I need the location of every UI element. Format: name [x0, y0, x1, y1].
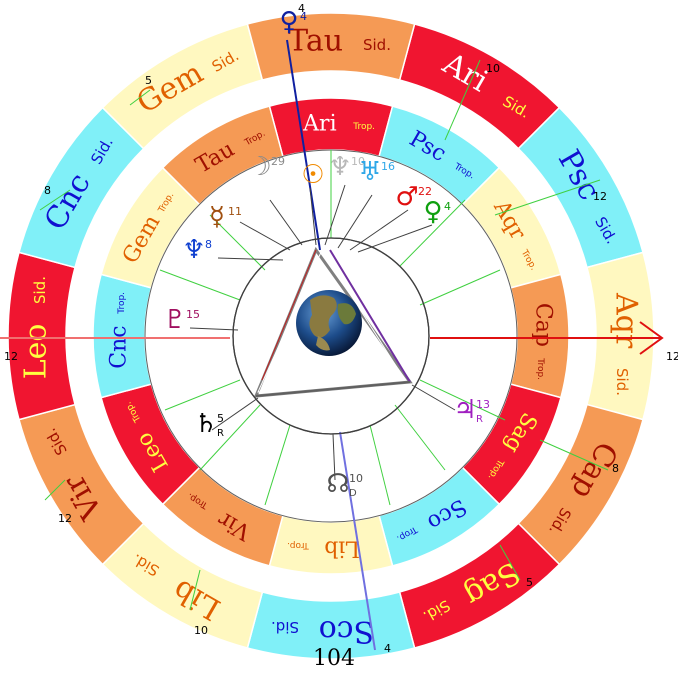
page-number-superscript: 4	[384, 642, 391, 655]
sun-icon: ☉	[301, 160, 324, 190]
saturn-motion: R	[217, 428, 224, 439]
inner-ring-label-cnc: Cnc	[106, 325, 131, 368]
mercury-icon: ☿	[209, 202, 225, 232]
moon-icon: ☽	[248, 152, 271, 182]
top-marker-icon: ♀	[279, 7, 298, 37]
venus-degree: 4	[444, 200, 451, 213]
saturn-degree: 5	[217, 412, 224, 425]
saturn-icon: ♄	[194, 409, 217, 439]
jupiter-icon: ♃	[453, 395, 476, 425]
cusp-number: 5	[145, 74, 152, 87]
inner-ring-suffix: Trop.	[117, 292, 127, 315]
ascendant-glyph-degree: 10	[351, 155, 365, 168]
inner-ring-label-ari: Ari	[302, 111, 336, 136]
inner-ring-label-cap: Cap	[531, 303, 556, 347]
pluto-degree: 15	[186, 308, 200, 321]
outer-ring-label-sco: Sco	[319, 614, 374, 649]
outer-ring-suffix: Sid.	[613, 368, 631, 396]
jupiter-motion: R	[476, 414, 483, 425]
cusp-number: 8	[612, 462, 619, 475]
outer-ring-suffix: Sid.	[363, 36, 391, 54]
cusp-number: 12	[58, 512, 72, 525]
outer-ring-suffix: Sid.	[31, 276, 49, 304]
cusp-number: 12	[4, 350, 18, 363]
mars-icon: ♂	[395, 182, 418, 212]
cusp-number: 5	[526, 576, 533, 589]
neptune-icon: ♆	[182, 235, 205, 265]
outer-ring-segment-tau	[246, 12, 416, 81]
neptune-degree: 8	[205, 238, 212, 251]
inner-ring-suffix: Trop.	[352, 122, 375, 132]
house-lines	[39, 59, 609, 611]
descendant-arrow	[639, 321, 664, 355]
planet-glyphs: ☽ 29 ☉ ♆ 10♅ 16♂ 22♀ 4☿ 11♆ 8♇ 15♄ 5R☊ 10D♃ 13R♀ 4	[163, 7, 490, 499]
north-node-motion: D	[349, 488, 357, 499]
imum-coeli-axis	[339, 431, 376, 651]
venus-icon: ♀	[423, 197, 442, 227]
earth-globe	[296, 290, 362, 356]
pluto-icon: ♇	[163, 305, 186, 335]
north-node-degree: 10	[349, 472, 363, 485]
planet-connectors	[189, 184, 456, 481]
north-node-icon: ☊	[326, 469, 349, 499]
moon-degree: 29	[271, 155, 285, 168]
cusp-number: 10	[194, 624, 208, 637]
cusp-number: 8	[44, 184, 51, 197]
cusp-number: 4	[298, 2, 305, 15]
ascendant-glyph-icon: ♆	[328, 152, 351, 182]
jupiter-degree: 13	[476, 398, 490, 411]
house-cusp-numbers: 4 10 12 8 5 5 8 12 10 12 12	[4, 2, 678, 637]
mercury-degree: 11	[228, 205, 242, 218]
cusp-number: 12	[666, 350, 678, 363]
inner-ring-suffix: Trop.	[535, 357, 545, 380]
page-number: 104	[313, 646, 355, 671]
mars-degree: 22	[418, 185, 432, 198]
outer-ring-suffix: Sid.	[271, 618, 299, 636]
uranus-icon: ♅	[358, 157, 381, 187]
tropical-ring: Ari Trop. PscTrop.AqrTrop.CapTrop.SagTrop.…	[92, 97, 570, 575]
outer-ring-label-aqr: Aqr	[609, 292, 644, 349]
inner-ring-suffix: Trop.	[287, 540, 310, 550]
outer-ring-label-leo: Leo	[18, 324, 53, 380]
uranus-degree: 16	[381, 160, 395, 173]
cusp-number: 10	[486, 62, 500, 75]
midheaven-axis	[286, 39, 321, 251]
aspect-lines	[253, 246, 413, 398]
outer-ring-label-tau: Tau	[288, 23, 343, 58]
cusp-number: 12	[593, 190, 607, 203]
inner-ring-label-lib: Lib	[324, 536, 360, 561]
top-marker-degree: 4	[300, 10, 307, 23]
